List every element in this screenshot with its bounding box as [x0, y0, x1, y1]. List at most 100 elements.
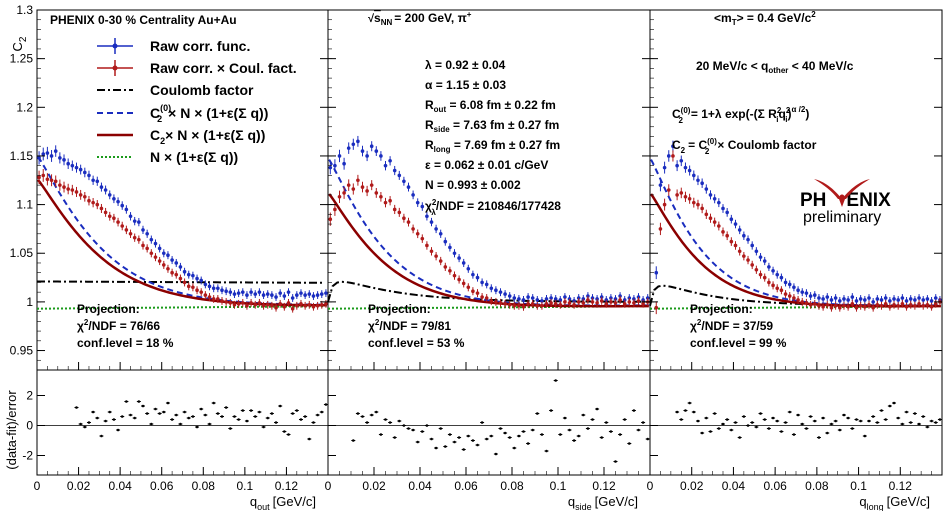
ratio-point [233, 415, 236, 418]
raw-corr-point [896, 298, 900, 302]
corrected-corr-point [466, 285, 471, 290]
ratio-point [444, 445, 447, 448]
corrected-corr-point [379, 195, 383, 199]
corrected-corr-point [324, 302, 328, 306]
corrected-corr-point [132, 235, 137, 240]
raw-corr-point [800, 290, 805, 294]
raw-corr-point [796, 288, 800, 293]
raw-corr-point [925, 297, 930, 301]
raw-corr-point [392, 168, 397, 173]
corrected-corr-point [879, 303, 884, 308]
raw-corr-point [203, 282, 208, 287]
corrected-corr-point [420, 236, 425, 241]
corrected-corr-point [666, 188, 671, 192]
corrected-corr-point [351, 187, 356, 191]
corrected-corr-point [708, 216, 713, 221]
ratio-point [291, 412, 294, 415]
corrected-corr-point [174, 272, 179, 277]
q-other-range: 20 MeV/c < qother < 40 MeV/c [696, 59, 854, 75]
ratio-point [725, 418, 729, 421]
raw-corr-point [658, 183, 663, 187]
raw-corr-point [808, 294, 813, 298]
corrected-corr-point [443, 265, 448, 269]
ratio-point [262, 425, 265, 429]
ratio-point [125, 400, 128, 403]
fit-corrected-line [37, 179, 327, 307]
corrected-corr-point [278, 302, 282, 306]
ratio-point [307, 437, 311, 441]
fit-results: √sNN = 200 GeV, π+ λ = 0.92 ± 0.04 α = 1.… [368, 10, 561, 217]
corrected-corr-point [771, 283, 775, 288]
raw-corr-point [904, 299, 909, 303]
raw-corr-point [553, 297, 558, 301]
ratio-point [241, 409, 245, 412]
legend-label-fit-raw: C(0) 2 × N × (1+ε(Σ q)) [150, 103, 268, 124]
ratio-point [540, 433, 544, 436]
raw-corr-point [804, 291, 809, 295]
raw-corr-point [216, 286, 220, 291]
raw-corr-point [771, 268, 775, 273]
raw-corr-point [842, 297, 846, 301]
corrected-corr-point [549, 301, 553, 305]
ratio-point [462, 448, 466, 451]
corrected-corr-point [249, 301, 253, 305]
logo-text: PH ENIX [800, 190, 891, 211]
corrected-corr-point [157, 259, 162, 263]
corrected-corr-point [392, 207, 397, 212]
raw-corr-point [892, 297, 896, 301]
corrected-corr-point [875, 303, 880, 307]
ratio-point [618, 433, 622, 436]
x-tick-label: 0.08 [500, 479, 524, 493]
ratio-point [623, 418, 626, 421]
corrected-corr-point [641, 302, 645, 306]
corrected-corr-point [83, 195, 87, 199]
corrected-corr-point [567, 301, 572, 305]
raw-corr-point [397, 173, 402, 178]
raw-corr-point [787, 282, 792, 287]
corrected-corr-point [762, 275, 767, 280]
corrected-corr-point [149, 251, 154, 256]
raw-corr-point [484, 282, 489, 287]
corrected-corr-point [374, 191, 379, 195]
ratio-point [688, 401, 691, 405]
corrected-corr-point [178, 276, 183, 281]
raw-corr-point [700, 181, 704, 185]
raw-corr-point [195, 276, 199, 281]
corrected-corr-point [929, 304, 934, 309]
x-tick-label: 0.08 [192, 479, 216, 493]
ratio-point [174, 413, 178, 417]
ratio-point [258, 410, 261, 414]
raw-corr-point [141, 228, 145, 232]
ratio-point [352, 439, 355, 442]
ratio-point [605, 421, 608, 424]
raw-corr-point [708, 193, 713, 197]
raw-corr-point [270, 293, 274, 297]
ratio-point [476, 443, 479, 447]
raw-corr-point [883, 296, 888, 300]
raw-corr-point [236, 291, 241, 295]
raw-corr-point [282, 294, 287, 298]
ratio-point [901, 422, 904, 426]
corrected-corr-point [867, 303, 871, 307]
ratio-point [859, 419, 862, 423]
corrected-corr-point [908, 303, 913, 307]
y-tick-label: 0.95 [10, 344, 34, 358]
corrected-corr-point [360, 185, 365, 189]
raw-corr-point [471, 272, 475, 277]
corrected-corr-point [604, 302, 609, 306]
ratio-point [467, 434, 470, 438]
ratio-point [792, 433, 796, 436]
ratio-point [278, 404, 282, 408]
raw-corr-point [879, 298, 884, 302]
raw-corr-point [207, 284, 212, 289]
raw-corr-point [420, 204, 425, 209]
raw-corr-point [779, 275, 784, 280]
corrected-corr-point [128, 231, 133, 236]
ratio-point [303, 415, 307, 418]
corrected-corr-point [388, 198, 392, 203]
legend-label-coulomb: Coulomb factor [150, 82, 254, 98]
x-tick-label: 0.12 [275, 479, 299, 493]
corrected-corr-point [120, 224, 125, 228]
corrected-corr-point [434, 254, 438, 258]
raw-corr-point [838, 299, 842, 303]
